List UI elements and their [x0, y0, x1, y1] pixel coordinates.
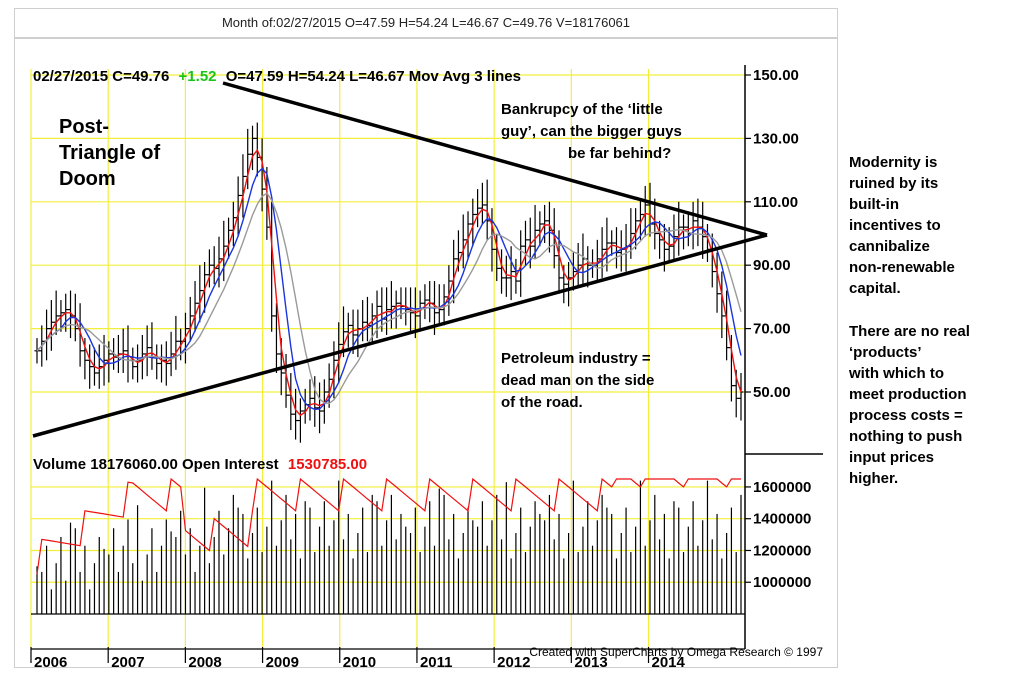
year-tick-label: 2014 [652, 654, 686, 667]
svg-text:02/27/2015 C=49.76 +1.5: 02/27/2015 C=49.76 +1.52 O=47.59 H=54.24… [33, 68, 521, 85]
volume-info-text: Volume 18176060.00 Open Interest [33, 456, 279, 473]
price-info-rest: O=47.59 H=54.24 L=46.67 Mov Avg 3 lines [226, 68, 521, 85]
ma-mid-line [36, 167, 742, 411]
triangle-lines [32, 81, 768, 438]
annotation-petroleum-line3: of the road. [501, 394, 583, 411]
price-tick-label: 130.00 [753, 130, 799, 147]
moving-averages [36, 148, 742, 417]
side-line: higher. [849, 470, 899, 487]
year-tick-label: 2011 [420, 654, 453, 667]
year-tick-label: 2006 [34, 654, 67, 667]
side-line: built-in [849, 196, 899, 213]
annotation-bankruptcy-line2: guy’, can the bigger guys [501, 123, 682, 140]
side-line: non-renewable [849, 259, 955, 276]
triangle-upper-line [222, 81, 768, 237]
price-info-date-close: 02/27/2015 C=49.76 [33, 68, 169, 85]
year-tick-label: 2010 [343, 654, 376, 667]
side-line: There are no real [849, 323, 970, 340]
volume-tick-label: 1200000 [753, 542, 811, 559]
chart-panel: 150.00 130.00 110.00 90.00 70.00 50.00 1600000… [14, 38, 838, 671]
header-text: Month of:02/27/2015 O=47.59 H=54.24 L=46… [221, 15, 631, 30]
side-line: Modernity is [849, 154, 938, 171]
year-tick-label: 2013 [574, 654, 607, 667]
annotation-bankruptcy: Bankrupcy of the ‘little guy’, can the b… [501, 101, 686, 162]
year-tick-label: 2007 [111, 654, 144, 667]
year-tick-label: 2009 [266, 654, 299, 667]
annotation-petroleum-line1: Petroleum industry = [501, 350, 651, 367]
price-volume-chart: 150.00 130.00 110.00 90.00 70.00 50.00 1600000… [30, 65, 823, 671]
side-line: ‘products’ [849, 344, 922, 361]
side-text-para1: Modernity is ruined by its built-in ince… [849, 152, 1024, 299]
annotation-petroleum-line2: dead man on the side [501, 372, 654, 389]
header-bar: Month of:02/27/2015 O=47.59 H=54.24 L=46… [14, 8, 838, 38]
annotation-triangle-line2: Triangle of [59, 142, 160, 164]
volume-tick-label: 1600000 [753, 479, 811, 496]
annotation-triangle-line1: Post- [59, 116, 109, 138]
annotation-triangle-line3: Doom [59, 168, 116, 190]
side-text-para2: There are no real ‘products’ with which … [849, 321, 1024, 489]
open-interest-line [36, 477, 741, 575]
annotation-petroleum: Petroleum industry = dead man on the sid… [501, 350, 659, 411]
side-line: incentives to [849, 217, 941, 234]
side-line: with which to [849, 365, 944, 382]
side-line: input prices [849, 449, 935, 466]
side-line: capital. [849, 280, 901, 297]
open-interest-value: 1530785.00 [288, 456, 367, 473]
side-line: ruined by its [849, 175, 939, 192]
ohlc-bars [34, 122, 744, 443]
axes-layer: 150.00 130.00 110.00 90.00 70.00 50.00 1600000… [30, 65, 823, 671]
year-tick-label: 2008 [188, 654, 221, 667]
price-tick-label: 70.00 [753, 321, 791, 338]
price-tick-label: 90.00 [753, 257, 791, 274]
price-tick-label: 110.00 [753, 194, 798, 211]
side-line: nothing to push [849, 428, 963, 445]
price-info-change: +1.52 [179, 68, 217, 85]
annotation-bankruptcy-line1: Bankrupcy of the ‘little [501, 101, 663, 118]
credit-text: Created with SuperCharts by Omega Resear… [529, 645, 823, 659]
price-tick-label: 150.00 [753, 67, 799, 84]
svg-text:Volume 18176060.00 Open Int: Volume 18176060.00 Open Interest 1530785… [33, 456, 367, 473]
price-tick-label: 50.00 [753, 384, 791, 401]
annotation-triangle: Post- Triangle of Doom [59, 116, 166, 190]
ma-slow-line [36, 192, 742, 405]
side-line: process costs = [849, 407, 963, 424]
volume-tick-label: 1400000 [753, 511, 811, 528]
side-line: cannibalize [849, 238, 930, 255]
volume-tick-label: 1000000 [753, 574, 811, 591]
volume-layer [36, 477, 742, 614]
year-tick-label: 2012 [497, 654, 530, 667]
side-line: meet production [849, 386, 967, 403]
annotation-bankruptcy-line3: be far behind? [568, 145, 671, 162]
triangle-lower-line [32, 233, 768, 438]
